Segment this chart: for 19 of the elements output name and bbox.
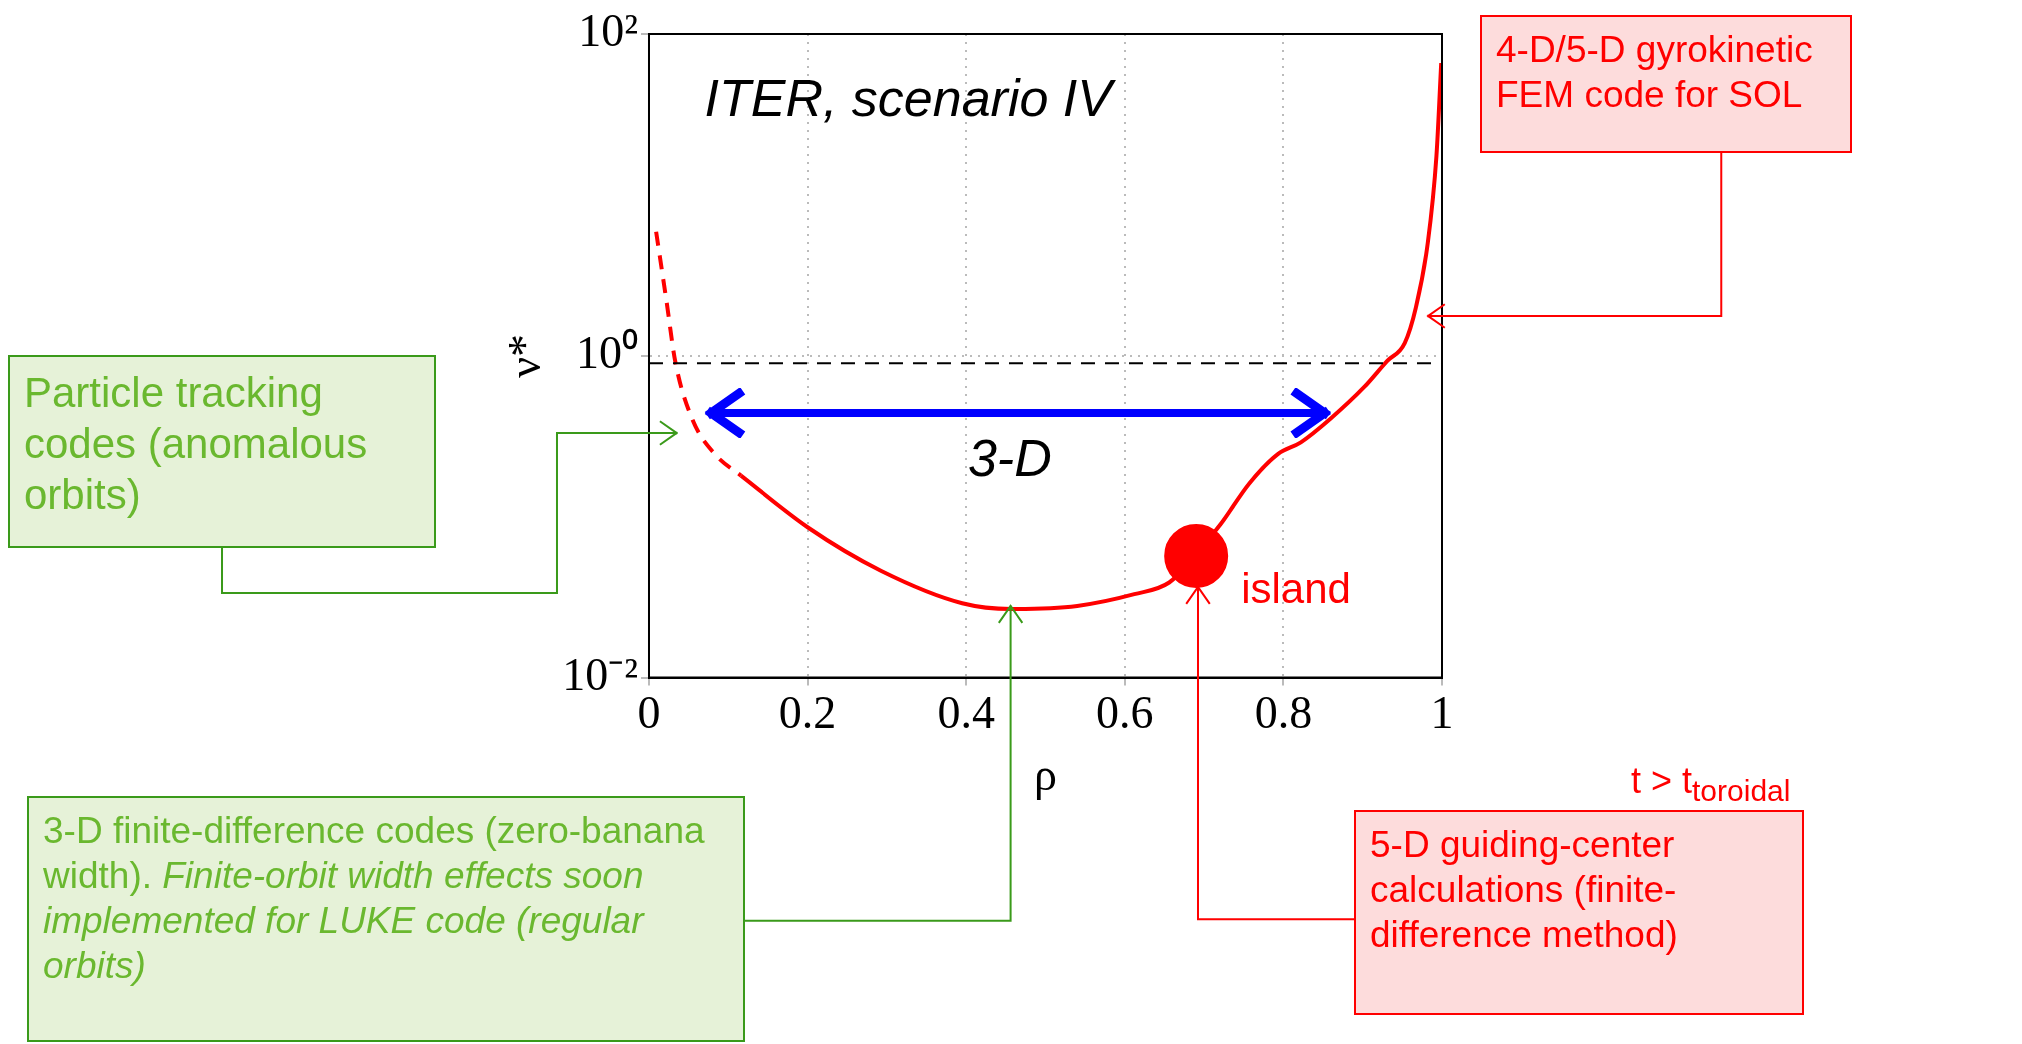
callout-box: Particle tracking codes (anomalous orbits) (8, 355, 436, 548)
y-tick-label: 10⁰ (575, 326, 638, 378)
x-tick-label: 0 (637, 687, 661, 739)
x-tick-label: 0.2 (778, 687, 837, 739)
callout-box: 3-D finite-difference codes (zero-banana width). Finite-orbit width effects soon implemented for LUKE code (regular orbits) (27, 796, 745, 1042)
callout-box: 4-D/5-D gyrokinetic FEM code for SOL (1480, 15, 1852, 153)
text: t > t$_{toroidal}$ (1631, 760, 1791, 809)
x-tick-label: 0.6 (1096, 687, 1154, 739)
x-axis-title: ρ (1034, 749, 1057, 801)
y-tick-label: 10² (578, 5, 638, 57)
x-tick-label: 1 (1430, 687, 1454, 739)
callout-box: 5-D guiding-center calculations (finite-difference method) (1354, 810, 1804, 1015)
y-axis-title: ν* (498, 333, 550, 378)
annotation: island (1241, 564, 1351, 612)
annotation: ITER, scenario IV (704, 69, 1117, 128)
annotation: 3-D (967, 429, 1052, 488)
x-tick-label: 0.4 (937, 687, 995, 739)
y-tick-label: 10⁻² (562, 648, 638, 700)
x-tick-label: 0.8 (1254, 687, 1313, 739)
